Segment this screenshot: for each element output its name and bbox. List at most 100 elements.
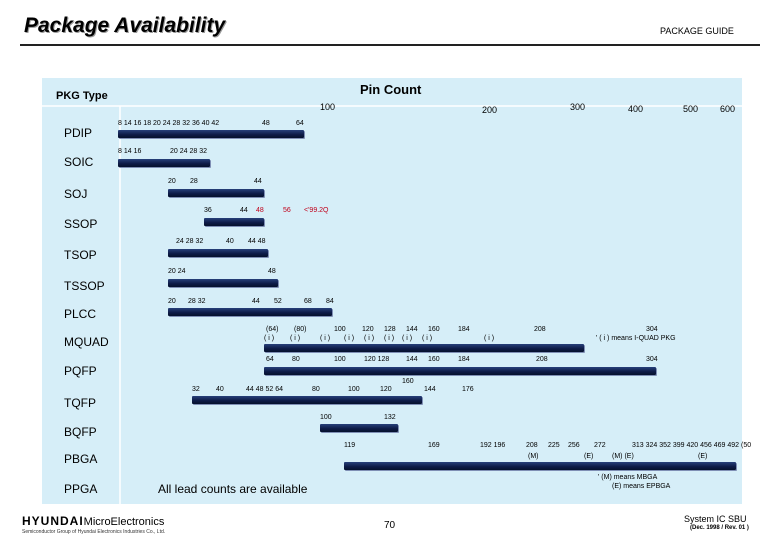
pin-label: 20 24 28 32 [170, 148, 207, 155]
pin-sub-label: ( i ) [384, 335, 395, 342]
row-label-mquad: MQUAD [64, 335, 109, 349]
logo-main-text: HYUNDAI [22, 514, 84, 528]
pin-label: 44 [252, 298, 260, 305]
row-label-ssop: SSOP [64, 217, 98, 231]
pin-sub-label: (E) [584, 453, 594, 460]
pin-label: 40 [226, 238, 234, 245]
pin-label: 100 [320, 414, 332, 421]
pin-count-heading: Pin Count [360, 82, 422, 97]
scale-label: 400 [628, 104, 644, 114]
pin-label: 8 14 16 18 20 24 28 32 36 40 42 [118, 120, 220, 127]
availability-bar [118, 159, 210, 167]
pin-label: 176 [462, 386, 474, 393]
row-label-tsop: TSOP [64, 248, 97, 262]
pin-label: 80 [312, 386, 320, 393]
pin-label: 28 32 [188, 298, 206, 305]
page-title: Package Availability [24, 14, 226, 37]
pin-label: 56 [283, 207, 291, 214]
pin-label: 160 [428, 326, 440, 333]
pin-label: 24 28 32 [176, 238, 204, 245]
pin-label: 128 [384, 326, 396, 333]
pin-label: 304 [646, 326, 658, 333]
pin-label: (64) [266, 326, 279, 333]
pin-label: 184 [458, 356, 470, 363]
pkg-type-heading: PKG Type [56, 90, 108, 102]
pin-label: 256 [568, 442, 580, 449]
pin-label: 208 [526, 442, 538, 449]
pin-label: 28 [190, 178, 198, 185]
pin-sub-label: ( i ) [364, 335, 375, 342]
availability-bar [168, 249, 268, 257]
pin-label: <'99.2Q [304, 207, 329, 214]
pin-sub-label: ( i ) [422, 335, 433, 342]
availability-bar [118, 130, 304, 138]
pin-label: 80 [292, 356, 300, 363]
scale-label: 100 [320, 102, 336, 112]
pin-sub-label: ( i ) [264, 335, 275, 342]
pin-label: 48 [268, 268, 276, 275]
row-label-plcc: PLCC [64, 307, 97, 321]
pin-label: 160 [402, 378, 414, 385]
pin-label: (80) [294, 326, 307, 333]
mquad-note: ' ( i ) means I-QUAD PKG [596, 335, 676, 342]
row-label-pbga: PBGA [64, 452, 98, 466]
pin-label: 272 [594, 442, 606, 449]
pin-label: 132 [384, 414, 396, 421]
pin-label: 120 [362, 326, 374, 333]
pin-label: 52 [274, 298, 282, 305]
pin-label: 44 48 52 64 [246, 386, 283, 393]
pin-label: 36 [204, 207, 212, 214]
row-label-tssop: TSSOP [64, 279, 105, 293]
pin-label: 44 [254, 178, 262, 185]
pin-label: 208 [536, 356, 548, 363]
pin-label: 100 [334, 356, 346, 363]
availability-bar [264, 344, 584, 352]
availability-bar [168, 279, 278, 287]
pin-label: 160 [428, 356, 440, 363]
pin-label: 208 [534, 326, 546, 333]
pin-label: 40 [216, 386, 224, 393]
chart-background [42, 78, 742, 504]
company-logo: HYUNDAIMicroElectronics [22, 514, 164, 528]
package-guide-label: PACKAGE GUIDE [660, 26, 734, 36]
pin-label: 20 24 [168, 268, 186, 275]
row-label-ppga: PPGA [64, 482, 98, 496]
scale-label: 500 [683, 104, 699, 114]
scale-label: 200 [482, 105, 498, 115]
pin-label: 48 [262, 120, 270, 127]
row-label-soj: SOJ [64, 187, 88, 201]
pin-sub-label: ( i ) [320, 335, 331, 342]
row-label-tqfp: TQFP [64, 396, 96, 410]
availability-bar [320, 424, 398, 432]
availability-bar [168, 189, 264, 197]
pin-sub-label: (M) [528, 453, 539, 460]
scale-label: 600 [720, 104, 736, 114]
pin-label: 225 [548, 442, 560, 449]
pin-label: 120 128 [364, 356, 390, 363]
page-number: 70 [384, 520, 396, 531]
pin-label: 144 [406, 356, 418, 363]
availability-bar [344, 462, 736, 470]
row-label-pdip: PDIP [64, 126, 93, 140]
chart-fill [42, 78, 742, 504]
pin-sub-label: (E) [698, 453, 708, 460]
pin-label: 144 [406, 326, 418, 333]
pin-label: 20 [168, 178, 176, 185]
pin-label: 100 [334, 326, 346, 333]
pin-label: 192 196 [480, 442, 506, 449]
pin-label: 100 [348, 386, 360, 393]
pin-sub-label: ( i ) [344, 335, 355, 342]
pin-label: 8 14 16 [118, 148, 142, 155]
division-label: System IC SBU [684, 514, 747, 524]
pin-label: 44 [240, 207, 248, 214]
pin-label: 313 324 352 399 420 456 469 492 (50 [632, 442, 752, 449]
pbga-note-mbga: ' (M) means MBGA [598, 474, 658, 481]
row-label-pqfp: PQFP [64, 364, 97, 378]
pin-sub-label: ( i ) [290, 335, 301, 342]
logo-caption: Semiconductor Group of Hyundai Electroni… [22, 529, 166, 535]
availability-bar [264, 367, 656, 375]
availability-bar [192, 396, 422, 404]
pin-label: 120 [380, 386, 392, 393]
pin-label: 68 [304, 298, 312, 305]
availability-bar [168, 308, 332, 316]
